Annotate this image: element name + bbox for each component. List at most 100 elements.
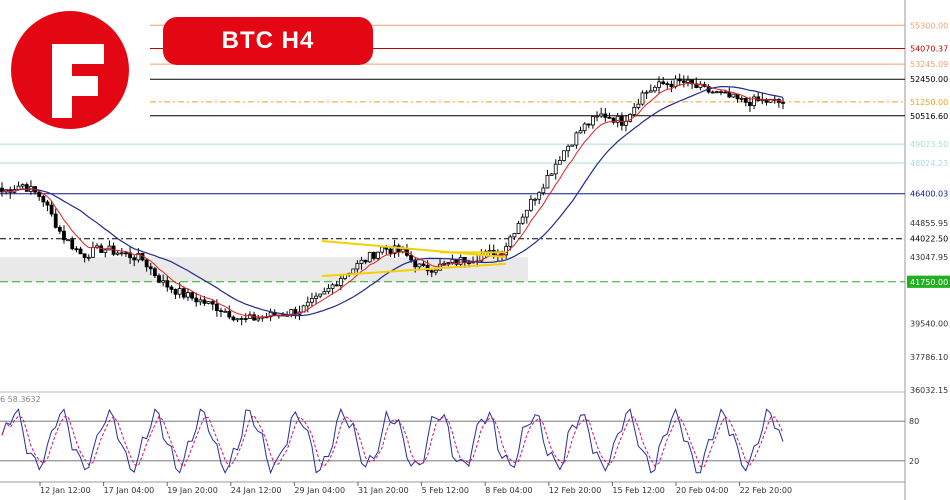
level-price-label: 48024.23 bbox=[910, 159, 948, 168]
candle-body bbox=[256, 317, 261, 321]
x-tick-label: 12 Feb 20:00 bbox=[549, 486, 601, 495]
candle-body bbox=[619, 115, 624, 126]
x-tick-label: 8 Feb 04:00 bbox=[485, 486, 532, 495]
x-tick-label: 29 Jan 04:00 bbox=[294, 486, 345, 495]
candle-body bbox=[524, 209, 529, 218]
candle-body bbox=[566, 145, 571, 152]
candle-body bbox=[388, 248, 393, 254]
candle-body bbox=[115, 252, 120, 255]
y-tick-label: 43047.95 bbox=[910, 253, 948, 262]
candle-body bbox=[748, 101, 752, 107]
candle-body bbox=[421, 263, 426, 266]
candle-body bbox=[628, 113, 633, 122]
candle-body bbox=[657, 81, 661, 88]
candle-body bbox=[223, 310, 228, 313]
x-tick-label: 5 Feb 12:00 bbox=[422, 486, 469, 495]
candle-body bbox=[161, 280, 166, 283]
candle-body bbox=[557, 159, 562, 165]
candle-body bbox=[173, 288, 178, 295]
candle-body bbox=[450, 258, 455, 263]
candle-body bbox=[640, 92, 645, 105]
level-price-label: 50516.60 bbox=[910, 112, 948, 121]
candle-body bbox=[516, 222, 521, 234]
level-label-bg bbox=[907, 58, 950, 71]
candle-body bbox=[45, 201, 50, 206]
candle-body bbox=[148, 266, 153, 270]
candle-body bbox=[752, 96, 756, 107]
level-label-bg bbox=[907, 73, 950, 86]
candle-body bbox=[652, 86, 657, 92]
candle-body bbox=[334, 284, 339, 287]
triangle-lower-line bbox=[321, 262, 507, 278]
candle-body bbox=[165, 280, 170, 288]
candle-body bbox=[152, 268, 157, 277]
candle-body bbox=[367, 251, 372, 263]
candle-body bbox=[545, 175, 550, 189]
candle-body bbox=[49, 204, 54, 215]
candle-body bbox=[727, 91, 732, 98]
candle-body bbox=[103, 249, 108, 253]
candle-body bbox=[330, 284, 335, 289]
y-tick-label: 44855.95 bbox=[910, 219, 948, 228]
candle-body bbox=[714, 91, 719, 94]
candle-body bbox=[549, 173, 554, 176]
candle-body bbox=[562, 150, 566, 161]
candle-body bbox=[194, 297, 199, 303]
candle-body bbox=[446, 262, 451, 264]
candle-body bbox=[376, 251, 380, 259]
candle-body bbox=[520, 216, 525, 224]
candle-body bbox=[70, 239, 75, 250]
y-tick-label: 39540.00 bbox=[910, 320, 948, 329]
level-price-label: 54070.37 bbox=[910, 45, 948, 54]
candle-body bbox=[442, 262, 447, 265]
candle-body bbox=[62, 230, 66, 241]
candle-body bbox=[359, 259, 364, 264]
candle-body bbox=[541, 187, 546, 194]
ema-line bbox=[1, 82, 784, 318]
candle-body bbox=[487, 249, 492, 252]
candle-body bbox=[351, 268, 356, 274]
candle-body bbox=[553, 163, 558, 175]
candle-body bbox=[739, 97, 744, 100]
x-tick-label: 24 Jan 12:00 bbox=[231, 486, 282, 495]
candle-body bbox=[243, 318, 248, 320]
level-label-bg bbox=[907, 187, 950, 200]
candle-body bbox=[719, 91, 723, 94]
candle-body bbox=[119, 252, 124, 255]
candle-body bbox=[648, 90, 653, 93]
candle-body bbox=[169, 286, 174, 290]
candle-body bbox=[248, 314, 252, 319]
x-tick-label: 22 Feb 20:00 bbox=[740, 486, 792, 495]
candle-body bbox=[529, 198, 533, 211]
candle-body bbox=[578, 130, 583, 134]
candle-body bbox=[318, 293, 323, 297]
candle-body bbox=[231, 316, 236, 321]
candle-body bbox=[268, 312, 273, 318]
candle-body bbox=[252, 314, 256, 321]
candle-body bbox=[372, 251, 376, 259]
level-price-label: 44022.50 bbox=[910, 235, 948, 244]
candle-body bbox=[504, 245, 509, 256]
candle-body bbox=[177, 288, 182, 295]
x-tick-label: 19 Jan 20:00 bbox=[167, 486, 218, 495]
level-price-label: 53245.09 bbox=[910, 60, 948, 69]
candle-body bbox=[181, 288, 186, 298]
level-price-label: 49023.50 bbox=[910, 140, 948, 149]
stochastic-d-line bbox=[1, 414, 784, 468]
candle-body bbox=[74, 248, 79, 251]
candle-body bbox=[124, 252, 128, 255]
candle-body bbox=[190, 292, 194, 299]
candle-body bbox=[136, 252, 141, 261]
candle-body bbox=[665, 83, 670, 86]
candle-body bbox=[206, 301, 211, 304]
x-tick-label: 15 Feb 12:00 bbox=[612, 486, 664, 495]
candle-body bbox=[582, 123, 587, 132]
candle-body bbox=[305, 301, 310, 307]
candle-body bbox=[37, 191, 42, 197]
candle-body bbox=[380, 246, 385, 253]
candle-body bbox=[198, 299, 203, 303]
candle-body bbox=[710, 91, 715, 94]
level-label-bg bbox=[907, 42, 950, 55]
candle-body bbox=[202, 299, 207, 304]
